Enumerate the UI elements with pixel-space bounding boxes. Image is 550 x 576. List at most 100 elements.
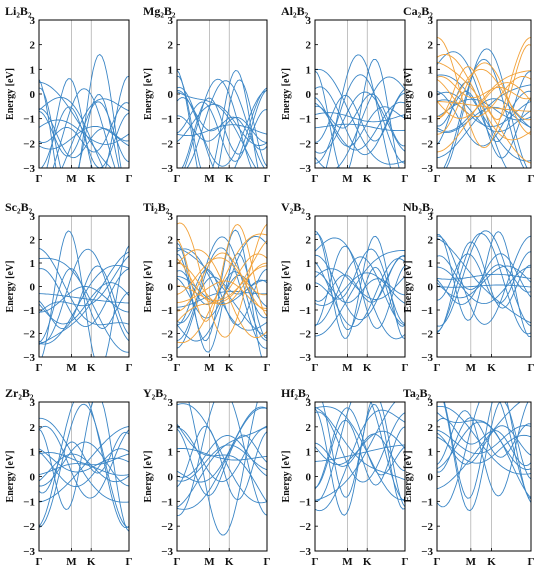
y-tick-label: 2 xyxy=(168,422,174,434)
band-line-spin-up xyxy=(437,265,531,299)
band-line-spin-up xyxy=(52,88,116,168)
x-tick-label: Γ xyxy=(174,362,181,374)
y-tick-label: −1 xyxy=(421,114,433,126)
band-line-spin-up xyxy=(39,264,129,345)
y-tick-label: 1 xyxy=(306,258,312,270)
y-tick-label: 2 xyxy=(306,422,312,434)
band-line-spin-up xyxy=(437,235,531,325)
x-tick-label: Γ xyxy=(434,556,441,568)
x-tick-label: Γ xyxy=(402,173,409,185)
band-line-spin-up xyxy=(437,284,531,288)
band-line-spin-up xyxy=(437,418,531,467)
x-tick-label: Γ xyxy=(402,556,409,568)
bands xyxy=(315,402,405,516)
band-line-spin-up xyxy=(177,403,267,504)
band-line-spin-up xyxy=(315,93,405,147)
x-tick-label: K xyxy=(363,362,372,374)
x-tick-label: Γ xyxy=(126,556,133,568)
x-tick-label: Γ xyxy=(264,173,271,185)
band-line-spin-up xyxy=(177,89,267,162)
band-line-spin-up xyxy=(177,425,267,508)
panel-title: Ta₂B₂ xyxy=(403,386,432,400)
y-tick-label: 3 xyxy=(306,397,312,409)
y-tick-label: −2 xyxy=(23,138,35,150)
y-tick-label: −3 xyxy=(421,546,433,558)
x-tick-label: Γ xyxy=(434,173,441,185)
band-line-spin-up xyxy=(315,250,405,337)
band-line-spin-up xyxy=(177,435,267,478)
band-line-spin-up xyxy=(315,430,405,466)
band-line-spin-up xyxy=(437,417,531,473)
y-tick-label: 0 xyxy=(428,472,434,484)
band-line-spin-down xyxy=(177,252,267,312)
x-tick-label: Γ xyxy=(528,173,535,185)
panel-title: Ti₂B₂ xyxy=(143,200,170,214)
y-tick-label: 0 xyxy=(306,282,312,294)
panel-title: Al₂B₂ xyxy=(281,4,309,18)
y-tick-label: −2 xyxy=(421,138,433,150)
y-tick-label: 3 xyxy=(306,15,312,27)
y-tick-label: 2 xyxy=(306,40,312,52)
y-tick-label: 0 xyxy=(168,282,174,294)
bands xyxy=(437,36,531,168)
y-axis-label: Energy [eV] xyxy=(143,261,154,313)
band-line-spin-up xyxy=(315,112,405,123)
y-tick-label: 0 xyxy=(30,89,36,101)
y-tick-label: 1 xyxy=(30,64,36,76)
y-tick-label: −2 xyxy=(299,329,311,341)
x-tick-label: K xyxy=(225,362,234,374)
y-tick-label: −1 xyxy=(299,305,311,317)
y-tick-label: −3 xyxy=(161,352,173,364)
y-tick-label: 2 xyxy=(168,40,174,52)
band-line-spin-up xyxy=(46,75,129,168)
band-line-spin-down xyxy=(177,222,267,338)
x-tick-label: M xyxy=(204,556,215,568)
band-line-spin-up xyxy=(437,273,531,280)
band-line-spin-up xyxy=(437,98,531,121)
x-tick-label: K xyxy=(487,556,496,568)
panel-title: Nb₂B₂ xyxy=(403,200,434,214)
y-tick-label: −2 xyxy=(161,329,173,341)
x-tick-label: K xyxy=(87,362,96,374)
y-tick-label: 3 xyxy=(428,15,434,27)
y-tick-label: −3 xyxy=(161,546,173,558)
y-tick-label: −1 xyxy=(421,496,433,508)
band-line-spin-up xyxy=(39,255,129,314)
band-line-spin-up xyxy=(437,405,531,475)
band-line-spin-up xyxy=(437,230,531,327)
band-line-spin-up xyxy=(39,286,129,313)
band-line-spin-up xyxy=(181,97,267,168)
band-line-spin-up xyxy=(177,290,267,308)
x-tick-label: Γ xyxy=(264,362,271,374)
y-tick-label: −1 xyxy=(299,496,311,508)
y-tick-label: 0 xyxy=(306,472,312,484)
band-line-spin-up xyxy=(39,417,129,503)
band-line-spin-up xyxy=(177,448,267,461)
x-tick-label: Γ xyxy=(174,556,181,568)
y-tick-label: 1 xyxy=(30,447,36,459)
band-line-spin-up xyxy=(443,402,531,500)
band-line-spin-up xyxy=(315,271,405,304)
y-tick-label: 1 xyxy=(428,447,434,459)
band-line-spin-up xyxy=(437,237,531,324)
band-line-spin-up xyxy=(39,247,129,326)
y-tick-label: −3 xyxy=(23,163,35,175)
y-tick-label: −3 xyxy=(299,546,311,558)
y-tick-label: 3 xyxy=(306,211,312,223)
bands xyxy=(315,54,405,168)
y-tick-label: 2 xyxy=(428,235,434,247)
x-tick-label: M xyxy=(66,173,77,185)
band-line-spin-up xyxy=(315,411,405,483)
band-line-spin-up xyxy=(437,255,531,293)
band-line-spin-up xyxy=(437,402,529,497)
band-line-spin-down xyxy=(437,76,531,100)
band-line-spin-up xyxy=(177,103,267,146)
band-line-spin-down xyxy=(177,262,267,306)
y-tick-label: 3 xyxy=(168,211,174,223)
band-line-spin-up xyxy=(177,235,267,342)
band-line-spin-up xyxy=(177,247,267,337)
